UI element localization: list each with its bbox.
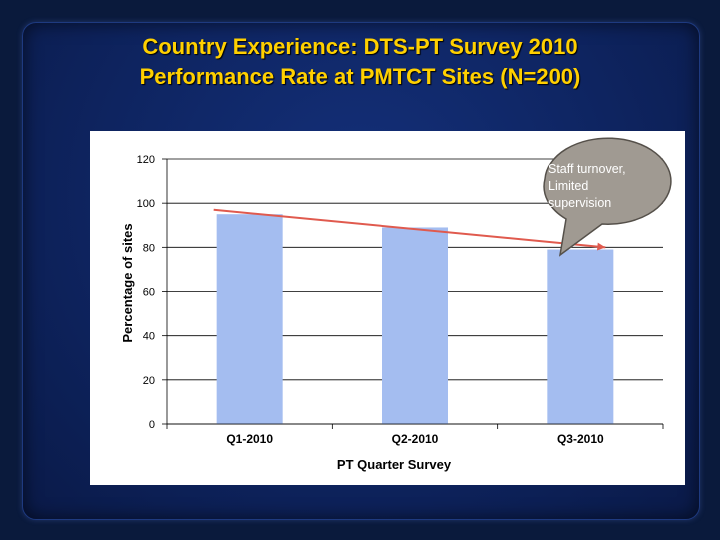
title-line-2: Performance Rate at PMTCT Sites (N=200)	[139, 64, 581, 89]
x-tick-label: Q3-2010	[557, 432, 604, 446]
bar-q3-2010	[547, 249, 614, 424]
x-axis-label: PT Quarter Survey	[337, 457, 452, 472]
y-tick-label: 80	[143, 242, 155, 254]
y-tick-label: 120	[137, 154, 155, 166]
chart-panel: 0 20 40 60 80 100 120 Q1-2010 Q2-2010 Q3-2010 Sta…	[90, 131, 685, 485]
y-tick-label: 60	[143, 287, 155, 299]
trend-arrowhead	[596, 242, 606, 251]
y-tick-label: 100	[137, 198, 155, 210]
x-tick-label: Q2-2010	[392, 432, 439, 446]
y-tick-label: 20	[143, 375, 155, 387]
y-tick-label: 40	[143, 331, 155, 343]
callout-text-line: supervision	[548, 196, 611, 210]
slide-title: Country Experience: DTS-PT Survey 2010 P…	[0, 32, 720, 92]
bar-q2-2010	[382, 227, 448, 424]
trend-line	[213, 208, 606, 249]
callout-balloon	[543, 137, 672, 257]
callout-text-line: Limited	[548, 179, 588, 193]
callout-text-line: Staff turnover,	[548, 162, 626, 176]
bar-q1-2010	[216, 214, 283, 424]
y-axis-label: Percentage of sites	[120, 223, 135, 342]
x-tick-label: Q1-2010	[226, 432, 273, 446]
bar-chart: 0 20 40 60 80 100 120 Q1-2010 Q2-2010 Q3-2010 Sta…	[120, 137, 672, 472]
title-line-1: Country Experience: DTS-PT Survey 2010	[142, 34, 578, 59]
y-tick-label: 0	[149, 419, 155, 431]
